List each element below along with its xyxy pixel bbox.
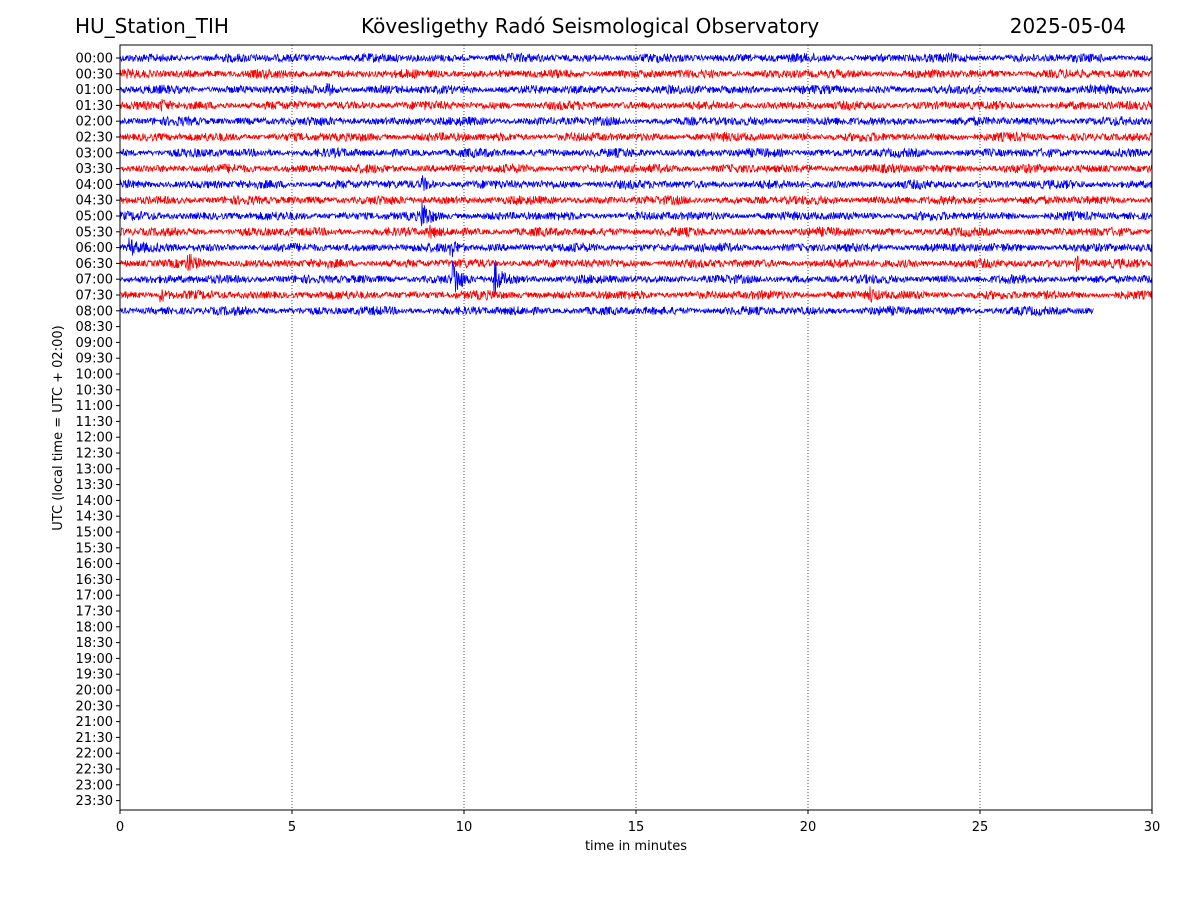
y-tick-label: 08:30	[76, 320, 113, 335]
y-tick-label: 09:30	[76, 352, 113, 367]
x-axis: 0 5 10 15 20 25 30	[116, 810, 1160, 835]
y-tick-label: 00:30	[76, 67, 113, 82]
seismogram-trace	[119, 237, 1153, 258]
y-tick-label: 06:00	[76, 241, 113, 256]
y-tick-label: 20:00	[76, 684, 113, 699]
y-tick-label: 19:30	[76, 668, 113, 683]
observatory-title: Kövesligethy Radó Seismological Observat…	[361, 14, 820, 38]
seismogram-trace	[119, 82, 1153, 96]
grid-lines	[291, 45, 981, 810]
y-tick-label: 07:00	[76, 273, 113, 288]
seismogram-trace	[119, 98, 1153, 112]
chart-date: 2025-05-04	[1009, 14, 1126, 38]
y-tick-label: 14:30	[76, 510, 113, 525]
y-tick-label: 01:30	[76, 99, 113, 114]
seismogram-trace	[119, 146, 1153, 159]
y-tick-label: 21:30	[76, 731, 113, 746]
y-axis-label: UTC (local time = UTC + 02:00)	[51, 325, 66, 530]
y-tick-label: 06:30	[76, 257, 113, 272]
x-tick-label: 20	[800, 820, 817, 835]
y-tick-label: 18:00	[76, 620, 113, 635]
seismogram-trace	[119, 194, 1153, 207]
y-tick-label: 23:30	[76, 794, 113, 809]
x-tick-label: 15	[628, 820, 645, 835]
y-tick-label: 12:00	[76, 431, 113, 446]
y-tick-label: 02:00	[76, 115, 113, 130]
y-tick-label: 02:30	[76, 131, 113, 146]
seismogram-trace	[119, 253, 1153, 272]
y-tick-label: 15:00	[76, 526, 113, 541]
seismogram-trace	[119, 115, 1153, 128]
y-axis: 00:0000:3001:0001:3002:0002:3003:0003:30…	[76, 52, 120, 809]
seismogram-trace	[119, 131, 1153, 143]
y-tick-label: 04:30	[76, 194, 113, 209]
x-axis-label: time in minutes	[585, 839, 687, 854]
seismogram-trace	[119, 51, 1153, 64]
y-tick-label: 13:00	[76, 462, 113, 477]
y-tick-label: 22:30	[76, 763, 113, 778]
y-tick-label: 03:30	[76, 162, 113, 177]
y-tick-label: 19:00	[76, 652, 113, 667]
x-tick-label: 25	[972, 820, 989, 835]
y-tick-label: 09:00	[76, 336, 113, 351]
station-name: HU_Station_TIH	[75, 14, 229, 38]
y-tick-label: 04:00	[76, 178, 113, 193]
y-tick-label: 05:30	[76, 225, 113, 240]
seismogram-trace	[119, 162, 1153, 175]
seismogram-trace	[119, 175, 1153, 191]
y-tick-label: 16:00	[76, 557, 113, 572]
seismogram-trace	[119, 261, 1153, 296]
y-tick-label: 23:00	[76, 778, 113, 793]
y-tick-label: 11:00	[76, 399, 113, 414]
y-tick-label: 05:00	[76, 210, 113, 225]
y-tick-label: 22:00	[76, 747, 113, 762]
x-tick-label: 30	[1144, 820, 1161, 835]
y-tick-label: 03:00	[76, 146, 113, 161]
y-tick-label: 07:30	[76, 289, 113, 304]
seismogram-trace	[119, 286, 1153, 304]
y-tick-label: 13:30	[76, 478, 113, 493]
seismogram-trace	[119, 202, 1153, 227]
y-tick-label: 20:30	[76, 699, 113, 714]
y-tick-label: 18:30	[76, 636, 113, 651]
y-tick-label: 10:30	[76, 383, 113, 398]
y-tick-label: 00:00	[76, 52, 113, 67]
seismogram-trace	[119, 305, 1094, 317]
y-tick-label: 08:00	[76, 304, 113, 319]
x-tick-label: 5	[288, 820, 296, 835]
y-tick-label: 21:00	[76, 715, 113, 730]
x-tick-label: 10	[456, 820, 473, 835]
y-tick-label: 17:00	[76, 589, 113, 604]
x-tick-label: 0	[116, 820, 124, 835]
y-tick-label: 14:00	[76, 494, 113, 509]
y-tick-label: 16:30	[76, 573, 113, 588]
y-tick-label: 15:30	[76, 541, 113, 556]
y-tick-label: 11:30	[76, 415, 113, 430]
y-tick-label: 12:30	[76, 447, 113, 462]
seismogram-traces	[119, 51, 1153, 317]
y-tick-label: 17:30	[76, 605, 113, 620]
seismogram-trace	[119, 224, 1153, 239]
y-tick-label: 10:00	[76, 368, 113, 383]
y-tick-label: 01:00	[76, 83, 113, 98]
seismogram-trace	[119, 68, 1153, 80]
